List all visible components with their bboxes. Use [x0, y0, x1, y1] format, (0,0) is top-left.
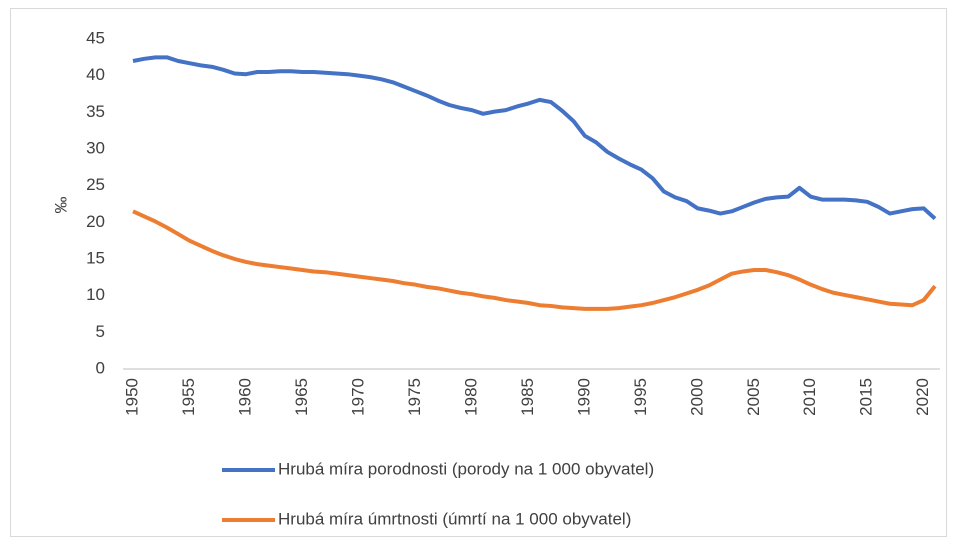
x-tick-label: 2015 — [857, 378, 876, 416]
legend-label: Hrubá míra úmrtnosti (úmrtí na 1 000 oby… — [278, 509, 631, 528]
x-tick-label: 1950 — [122, 378, 141, 416]
y-tick-label: 0 — [96, 358, 105, 377]
line-series — [132, 209, 937, 311]
x-tick-label: 1970 — [348, 378, 367, 416]
y-tick-label: 20 — [86, 212, 105, 231]
x-tick-label: 2000 — [687, 378, 706, 416]
x-tick-label: 1985 — [518, 378, 537, 416]
y-tick-label: 5 — [96, 322, 105, 341]
x-tick-label: 1990 — [574, 378, 593, 416]
chart-border — [10, 8, 947, 537]
y-tick-label: 10 — [86, 285, 105, 304]
x-tick-label: 1995 — [631, 378, 650, 416]
y-tick-label: 30 — [86, 138, 105, 157]
x-tick-label: 2010 — [800, 378, 819, 416]
legend-label: Hrubá míra porodnosti (porody na 1 000 o… — [278, 459, 654, 478]
y-tick-label: 35 — [86, 102, 105, 121]
y-tick-label: 45 — [86, 28, 105, 47]
x-tick-label: 1965 — [292, 378, 311, 416]
x-tick-label: 1975 — [405, 378, 424, 416]
y-tick-label: 25 — [86, 175, 105, 194]
y-tick-label: 40 — [86, 65, 105, 84]
y-axis-label: ‰ — [51, 197, 70, 214]
x-tick-label: 1955 — [179, 378, 198, 416]
x-tick-label: 2020 — [913, 378, 932, 416]
x-tick-label: 2005 — [744, 378, 763, 416]
y-tick-label: 15 — [86, 248, 105, 267]
line-series — [132, 55, 937, 221]
x-tick-label: 1980 — [461, 378, 480, 416]
x-tick-label: 1960 — [235, 378, 254, 416]
